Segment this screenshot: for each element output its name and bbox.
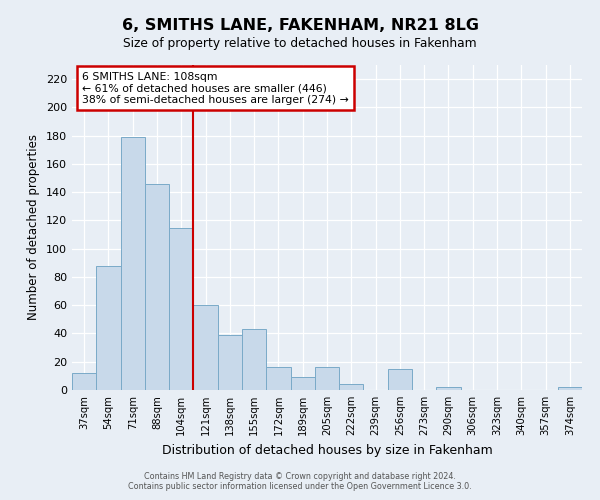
X-axis label: Distribution of detached houses by size in Fakenham: Distribution of detached houses by size … xyxy=(161,444,493,456)
Bar xyxy=(266,368,290,390)
Bar xyxy=(96,266,121,390)
Bar xyxy=(436,387,461,390)
Y-axis label: Number of detached properties: Number of detached properties xyxy=(28,134,40,320)
Text: Size of property relative to detached houses in Fakenham: Size of property relative to detached ho… xyxy=(123,38,477,51)
Bar xyxy=(290,378,315,390)
Text: Contains public sector information licensed under the Open Government Licence 3.: Contains public sector information licen… xyxy=(128,482,472,491)
Bar xyxy=(388,369,412,390)
Bar xyxy=(145,184,169,390)
Bar xyxy=(169,228,193,390)
Bar xyxy=(315,368,339,390)
Text: 6 SMITHS LANE: 108sqm
← 61% of detached houses are smaller (446)
38% of semi-det: 6 SMITHS LANE: 108sqm ← 61% of detached … xyxy=(82,72,349,104)
Bar xyxy=(193,305,218,390)
Bar xyxy=(558,387,582,390)
Bar xyxy=(72,373,96,390)
Text: Contains HM Land Registry data © Crown copyright and database right 2024.: Contains HM Land Registry data © Crown c… xyxy=(144,472,456,481)
Bar xyxy=(218,335,242,390)
Bar xyxy=(242,329,266,390)
Text: 6, SMITHS LANE, FAKENHAM, NR21 8LG: 6, SMITHS LANE, FAKENHAM, NR21 8LG xyxy=(121,18,479,32)
Bar xyxy=(121,137,145,390)
Bar xyxy=(339,384,364,390)
